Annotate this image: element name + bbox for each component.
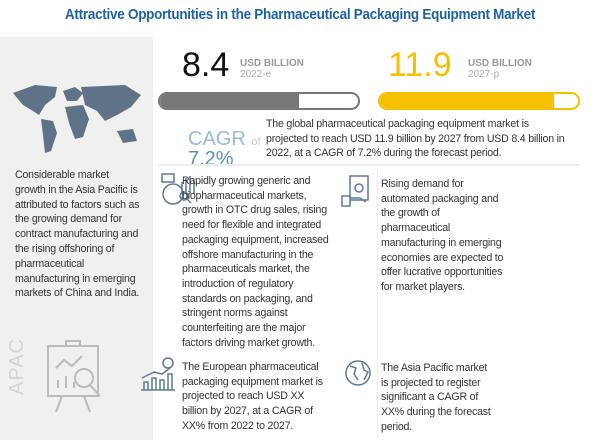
left-panel-text: Considerable market growth in the Asia P… — [15, 169, 140, 300]
card-opportunities-text: Rising demand for automated packaging an… — [381, 178, 504, 293]
analytics-icon — [161, 173, 195, 205]
globe-icon — [345, 360, 371, 386]
presentation-chart-icon — [47, 340, 101, 413]
cagr-of: of — [251, 136, 261, 148]
world-map-icon — [13, 85, 141, 153]
forecast-year: 2027-p — [468, 69, 500, 80]
current-year: 2022-e — [240, 69, 272, 80]
market-summary: The global pharmaceutical packaging equi… — [266, 118, 565, 160]
divider — [158, 164, 580, 166]
growth-chart-dollar-icon — [141, 357, 175, 391]
money-hand-icon — [341, 175, 369, 207]
card-apac-text: The Asia Pacific market is projected to … — [381, 362, 491, 433]
current-value: 8.4 — [182, 46, 230, 84]
forecast-bar — [378, 92, 580, 110]
cagr-value: 7.2% — [188, 148, 234, 170]
column-divider — [377, 168, 378, 438]
current-unit: USD BILLION — [240, 58, 304, 69]
card-europe-text: The European pharmaceutical packaging eq… — [182, 361, 323, 432]
cagr-label: CAGR of — [188, 128, 261, 151]
page-title: Attractive Opportunities in the Pharmace… — [64, 6, 536, 23]
forecast-unit: USD BILLION — [468, 58, 532, 69]
card-drivers-text: Rapidly growing generic and biopharmaceu… — [182, 175, 329, 349]
region-label: APAC — [6, 338, 28, 395]
current-bar — [158, 92, 360, 110]
forecast-value: 11.9 — [388, 46, 452, 84]
cagr-text: CAGR — [188, 128, 246, 150]
